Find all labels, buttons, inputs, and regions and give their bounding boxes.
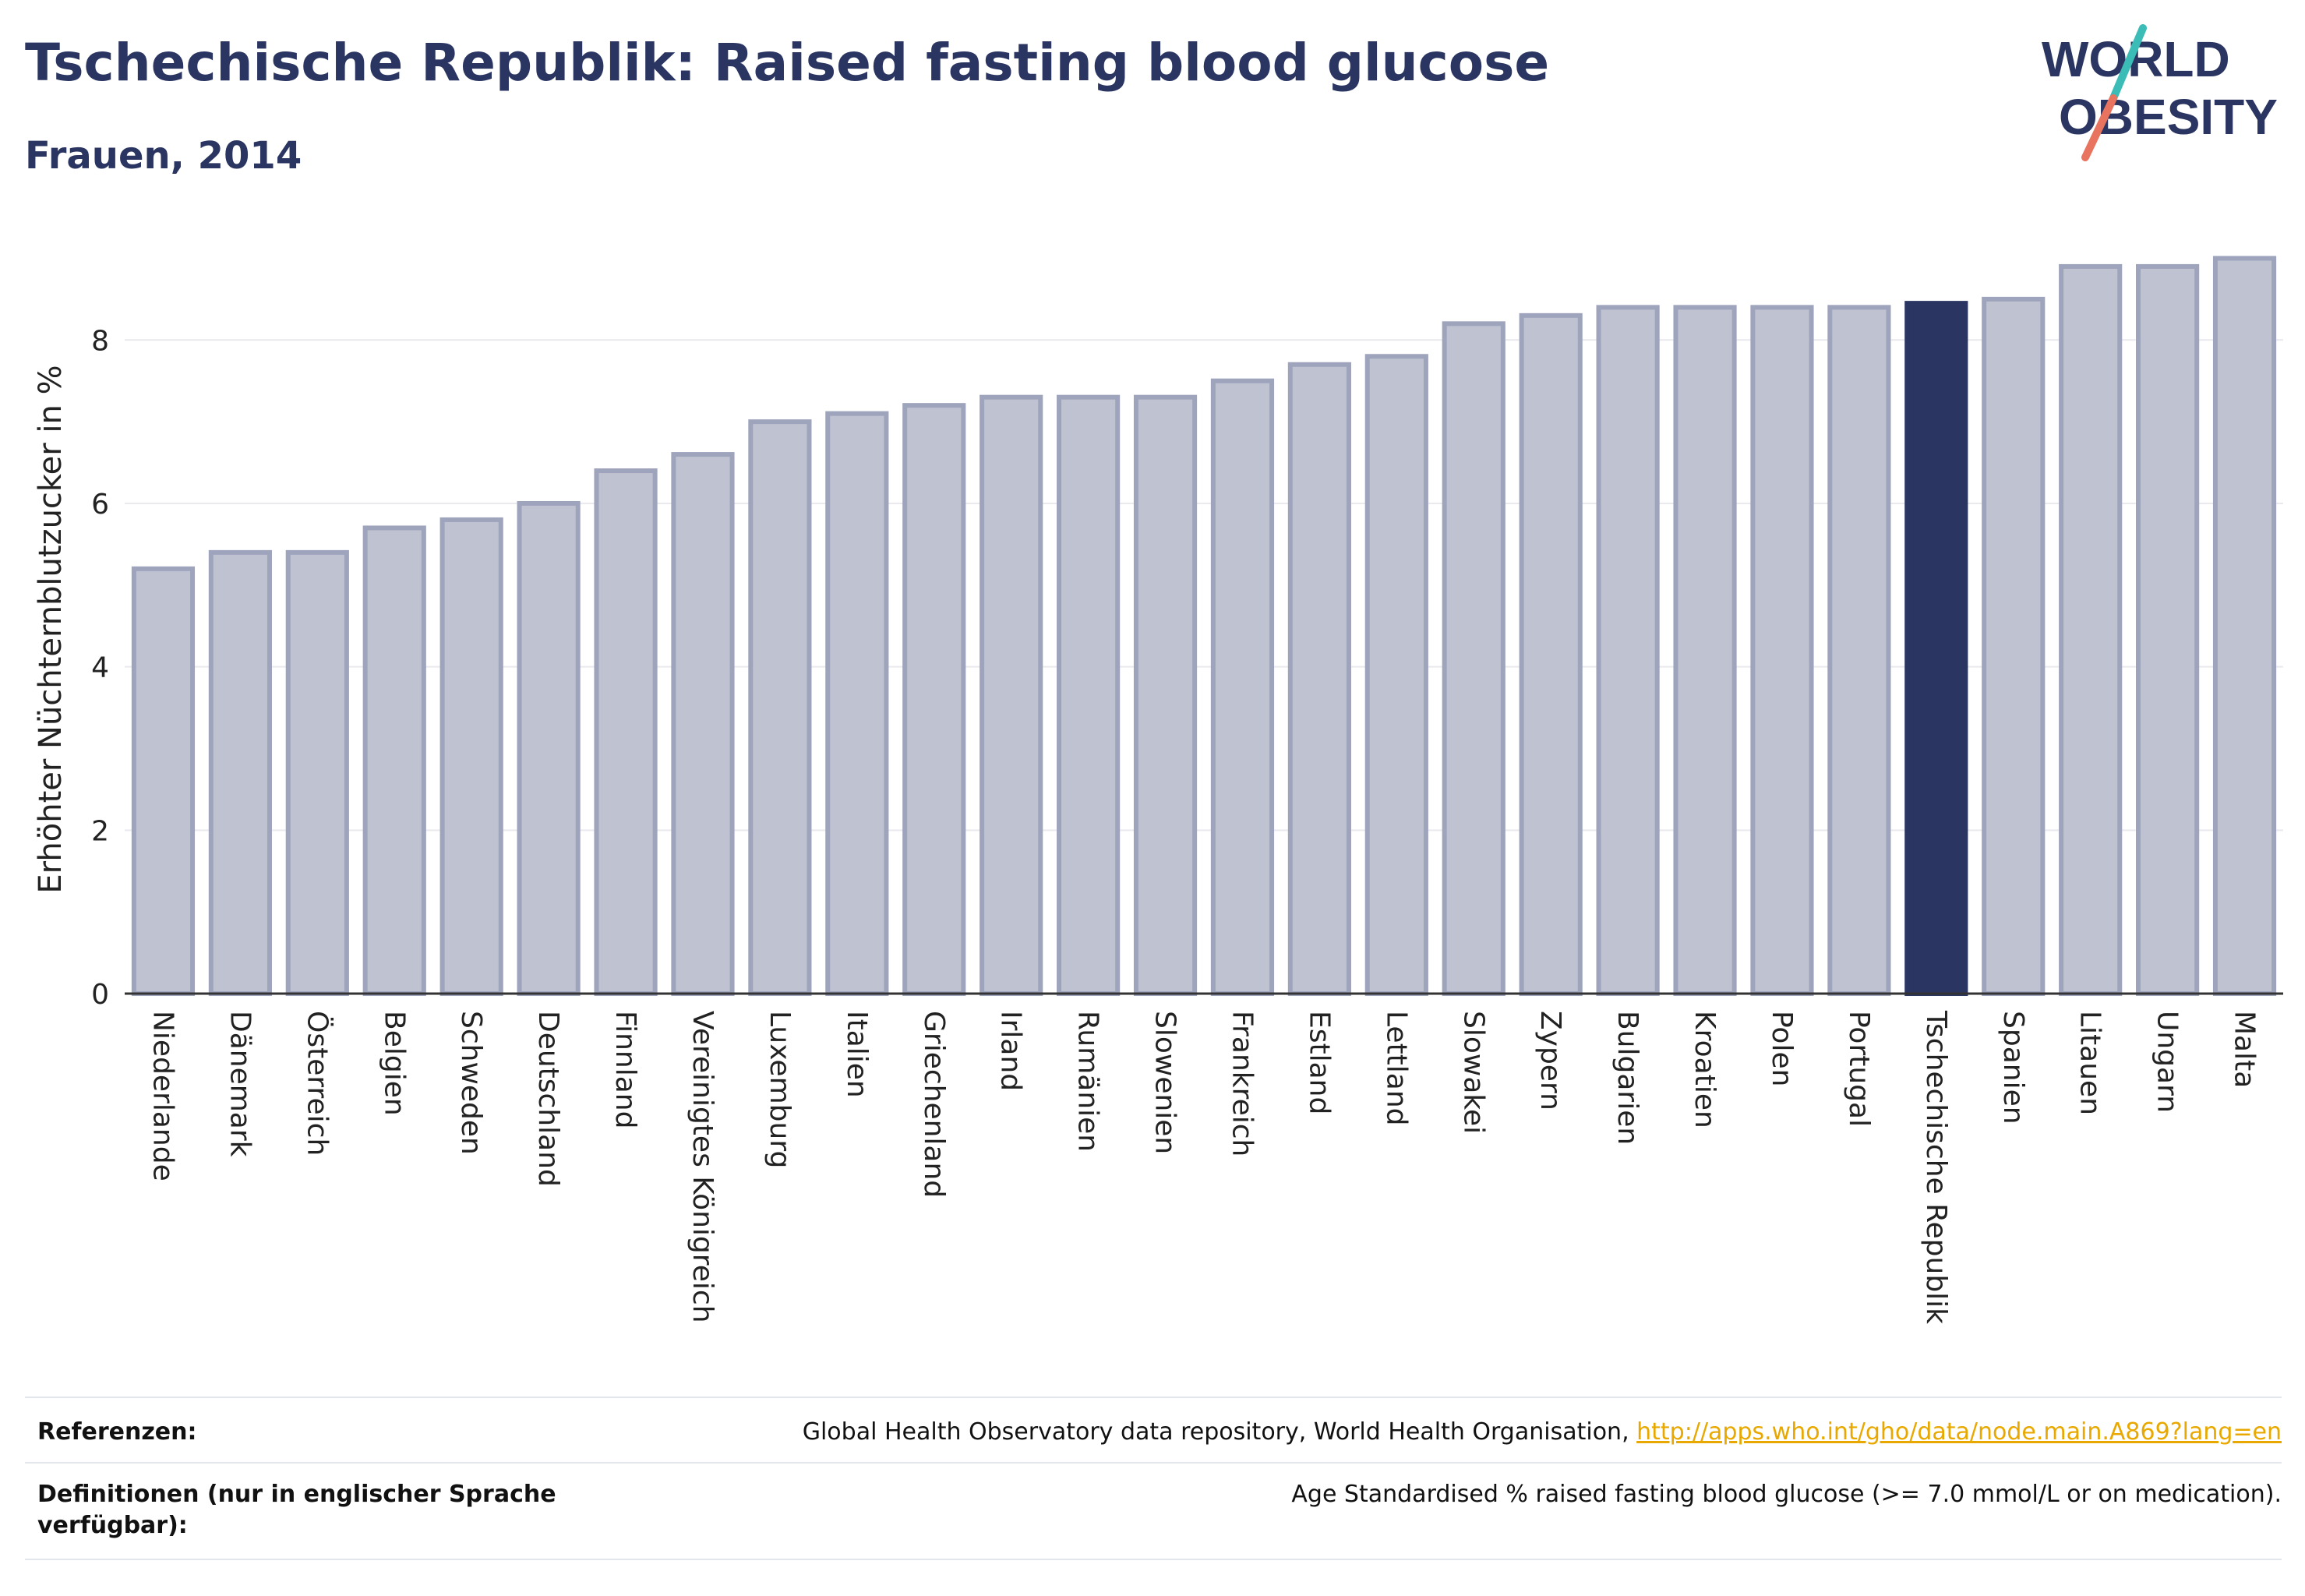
world-obesity-logo: WORLD OBESITY — [2042, 24, 2278, 161]
bar-frankreich[interactable] — [1210, 378, 1275, 997]
x-tick-label: Kroatien — [1689, 1011, 1721, 1128]
bar-vereinigtes-königreich[interactable] — [671, 452, 735, 996]
x-tick-label: Irland — [995, 1011, 1027, 1091]
references-link[interactable]: http://apps.who.int/gho/data/node.main.A… — [1636, 1418, 2282, 1446]
bar-chart: 0 2 4 6 8 Niederlande Dänemark Österreich Belgi… — [33, 256, 2283, 1324]
x-tick-label: Bulgarien — [1611, 1011, 1643, 1145]
bar-schweden[interactable] — [439, 517, 503, 996]
bar-polen[interactable] — [1750, 305, 1814, 996]
bar-bulgarien[interactable] — [1596, 305, 1660, 996]
x-tick-label: Luxemburg — [764, 1011, 796, 1168]
footer-divider-top — [25, 1396, 2282, 1398]
x-tick-label: Litauen — [2074, 1011, 2106, 1115]
y-tick-label: 6 — [91, 489, 109, 521]
bar-ungarn[interactable] — [2136, 263, 2200, 996]
x-tick-label: Spanien — [1997, 1011, 2029, 1125]
x-tick-label: Belgien — [378, 1011, 410, 1116]
x-tick-label: Malta — [2229, 1011, 2261, 1088]
x-tick-label: Dänemark — [224, 1011, 256, 1157]
bar-irland[interactable] — [980, 394, 1043, 996]
bar-malta[interactable] — [2212, 256, 2277, 996]
x-tick-label: Tschechische Republik — [1920, 1010, 1952, 1324]
x-tick-label: Slowakei — [1457, 1011, 1489, 1134]
bar-litauen[interactable] — [2059, 263, 2123, 996]
y-tick-label: 4 — [91, 652, 109, 684]
bars — [131, 256, 2277, 997]
references-label: Referenzen: — [37, 1418, 197, 1446]
chart-title: Tschechische Republik: Raised fasting bl… — [25, 33, 1550, 93]
chart-subtitle: Frauen, 2014 — [25, 134, 302, 178]
y-axis-label: Erhöhter Nüchternblutzucker in % — [33, 365, 69, 893]
bar-finnland[interactable] — [594, 468, 658, 996]
bar-slowakei[interactable] — [1442, 321, 1505, 996]
bar-dänemark[interactable] — [208, 549, 272, 996]
x-tick-label: Lettland — [1380, 1011, 1412, 1126]
bar-rumänien[interactable] — [1057, 394, 1121, 996]
bar-belgien[interactable] — [362, 525, 426, 996]
x-tick-label: Finnland — [609, 1011, 641, 1128]
x-tick-labels: Niederlande Dänemark Österreich Belgien Schw… — [146, 1010, 2260, 1324]
x-tick-label: Griechenland — [918, 1011, 950, 1198]
x-tick-label: Estland — [1303, 1011, 1335, 1114]
bar-lettland[interactable] — [1364, 354, 1428, 996]
x-tick-label: Portugal — [1843, 1011, 1875, 1127]
references-source: Global Health Observatory data repositor… — [802, 1418, 1637, 1446]
definitions-label: Definitionen (nur in englischer Sprache … — [37, 1481, 556, 1539]
bar-luxemburg[interactable] — [748, 419, 812, 996]
bar-griechenland[interactable] — [902, 403, 966, 996]
x-tick-label: Deutschland — [532, 1011, 564, 1187]
x-tick-label: Polen — [1766, 1011, 1798, 1086]
bar-italien[interactable] — [825, 411, 889, 996]
x-tick-label: Vereinigtes Königreich — [687, 1011, 718, 1323]
footer-divider-bottom — [25, 1559, 2282, 1560]
bar-niederlande[interactable] — [131, 566, 196, 996]
y-tick-labels: 0 2 4 6 8 — [91, 325, 109, 1011]
y-tick-label: 8 — [91, 325, 109, 357]
bar-slowenien[interactable] — [1133, 394, 1198, 996]
references-text: Global Health Observatory data repositor… — [803, 1417, 2282, 1448]
footer-divider-middle — [25, 1462, 2282, 1464]
x-tick-label: Slowenien — [1149, 1011, 1181, 1154]
bar-österreich[interactable] — [285, 549, 349, 996]
x-tick-label: Frankreich — [1226, 1011, 1258, 1156]
x-tick-label: Österreich — [301, 1011, 334, 1156]
logo-slash-teal — [2109, 24, 2147, 102]
x-tick-label: Italien — [841, 1011, 873, 1098]
x-tick-label: Niederlande — [146, 1011, 178, 1181]
bar-deutschland[interactable] — [517, 500, 581, 996]
bar-spanien[interactable] — [1982, 296, 2046, 996]
bar-estland[interactable] — [1287, 362, 1351, 996]
definitions-text: Age Standardised % raised fasting blood … — [1291, 1481, 2282, 1508]
bar-zypern[interactable] — [1519, 312, 1583, 997]
x-tick-label: Ungarn — [2151, 1011, 2183, 1113]
x-tick-label: Zypern — [1534, 1011, 1566, 1110]
y-tick-label: 0 — [91, 979, 109, 1011]
logo-slash-coral — [2081, 94, 2117, 161]
bar-kroatien[interactable] — [1673, 305, 1737, 996]
bar-portugal[interactable] — [1827, 305, 1891, 996]
x-tick-label: Rumänien — [1072, 1011, 1104, 1152]
y-tick-label: 2 — [91, 815, 109, 847]
bar-tschechische-republik[interactable] — [1904, 301, 1968, 996]
x-tick-label: Schweden — [455, 1011, 487, 1155]
